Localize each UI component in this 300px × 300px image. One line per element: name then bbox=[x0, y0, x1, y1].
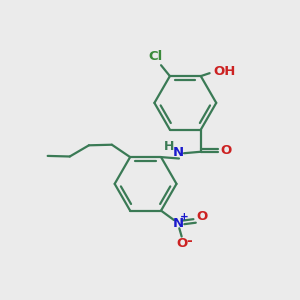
Text: -: - bbox=[186, 234, 192, 248]
Text: N: N bbox=[173, 146, 184, 159]
Text: N: N bbox=[172, 217, 184, 230]
Text: OH: OH bbox=[213, 65, 236, 78]
Text: O: O bbox=[221, 144, 232, 157]
Text: O: O bbox=[196, 210, 207, 223]
Text: +: + bbox=[180, 212, 189, 221]
Text: O: O bbox=[176, 236, 187, 250]
Text: H: H bbox=[164, 140, 175, 153]
Text: Cl: Cl bbox=[148, 50, 162, 64]
